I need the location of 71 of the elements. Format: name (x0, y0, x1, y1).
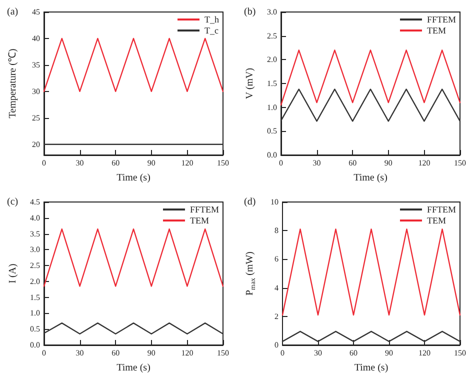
x-tick-label: 150 (454, 158, 466, 168)
x-tick-label: 30 (312, 158, 321, 168)
y-tick-label: 4 (274, 283, 278, 292)
x-tick-label: 150 (217, 158, 229, 168)
y-tick-label: 1.5 (267, 79, 277, 88)
x-tick-label: 150 (217, 348, 229, 358)
x-tick-label: 30 (314, 348, 322, 358)
y-tick-label: 2.5 (267, 31, 277, 40)
y-tick-label: 1.0 (267, 102, 277, 112)
y-tick-label: 2.0 (267, 55, 277, 64)
legend-label: FFTEM (190, 204, 220, 214)
y-tick-label: 35 (32, 60, 40, 70)
x-tick-label: 30 (76, 158, 84, 168)
x-tick-label: 30 (76, 348, 84, 358)
x-tick-label: 120 (181, 348, 194, 358)
x-tick-label: 60 (112, 158, 120, 168)
legend-label: T_c (204, 26, 218, 36)
y-tick-label: 1.0 (30, 308, 40, 318)
y-axis-title: I (A) (8, 264, 18, 284)
y-tick-label: 4.0 (30, 213, 40, 222)
x-tick-label: 60 (350, 348, 358, 358)
y-tick-label: 0.5 (30, 324, 40, 334)
legend-label: TEM (426, 216, 446, 226)
y-tick-label: 0.0 (30, 340, 40, 350)
y-tick-label: 0.5 (267, 126, 277, 136)
x-tick-label: 150 (454, 348, 466, 358)
x-axis-title: Time (s) (354, 172, 388, 184)
x-axis-title: Time (s) (354, 362, 388, 374)
y-tick-label: 0.0 (267, 150, 277, 160)
y-tick-label: 3.0 (30, 245, 40, 254)
y-tick-label: 2 (274, 312, 278, 321)
y-tick-label: 6 (274, 254, 278, 264)
y-tick-label: 4.5 (30, 198, 40, 206)
x-tick-label: 0 (42, 158, 46, 168)
x-tick-label: 60 (112, 348, 120, 358)
x-tick-label: 120 (418, 348, 430, 358)
x-tick-label: 120 (418, 158, 430, 168)
legend-label: FFTEM (426, 204, 456, 214)
y-tick-label: 40 (32, 34, 40, 43)
y-tick-label: 20 (32, 140, 40, 149)
y-tick-label: 2.0 (30, 276, 40, 286)
y-tick-label: 3.5 (30, 229, 40, 238)
legend-label: TEM (426, 26, 446, 36)
y-tick-label: 30 (32, 86, 40, 96)
x-tick-label: 90 (147, 348, 156, 358)
legend-label: TEM (190, 216, 209, 226)
y-axis-title: Temperature (℃) (8, 48, 18, 118)
y-tick-label: 1.5 (30, 292, 40, 302)
chart-title: (b) (244, 6, 256, 18)
legend-label: T_h (204, 14, 220, 24)
chart-title: (d) (244, 196, 256, 208)
y-tick-label: 45 (32, 8, 40, 16)
x-tick-label: 120 (181, 158, 194, 168)
chart-title: (a) (7, 6, 18, 18)
x-tick-label: 90 (384, 158, 392, 168)
y-tick-label: 10 (270, 198, 278, 206)
x-axis-title: Time (s) (116, 362, 150, 374)
y-tick-label: 3.0 (267, 8, 277, 16)
x-axis-title: Time (s) (116, 172, 150, 184)
x-tick-label: 90 (385, 348, 393, 358)
x-tick-label: 60 (348, 158, 357, 168)
y-tick-label: 2.5 (30, 261, 40, 270)
legend-label: FFTEM (426, 14, 456, 24)
chart-title: (c) (7, 196, 18, 208)
y-axis-title: V (mV) (244, 68, 256, 100)
x-tick-label: 0 (280, 348, 284, 358)
x-tick-label: 0 (42, 348, 46, 358)
y-tick-label: 25 (32, 113, 40, 122)
y-tick-label: 0 (274, 340, 278, 350)
x-tick-label: 90 (147, 158, 156, 168)
y-tick-label: 8 (274, 226, 278, 236)
